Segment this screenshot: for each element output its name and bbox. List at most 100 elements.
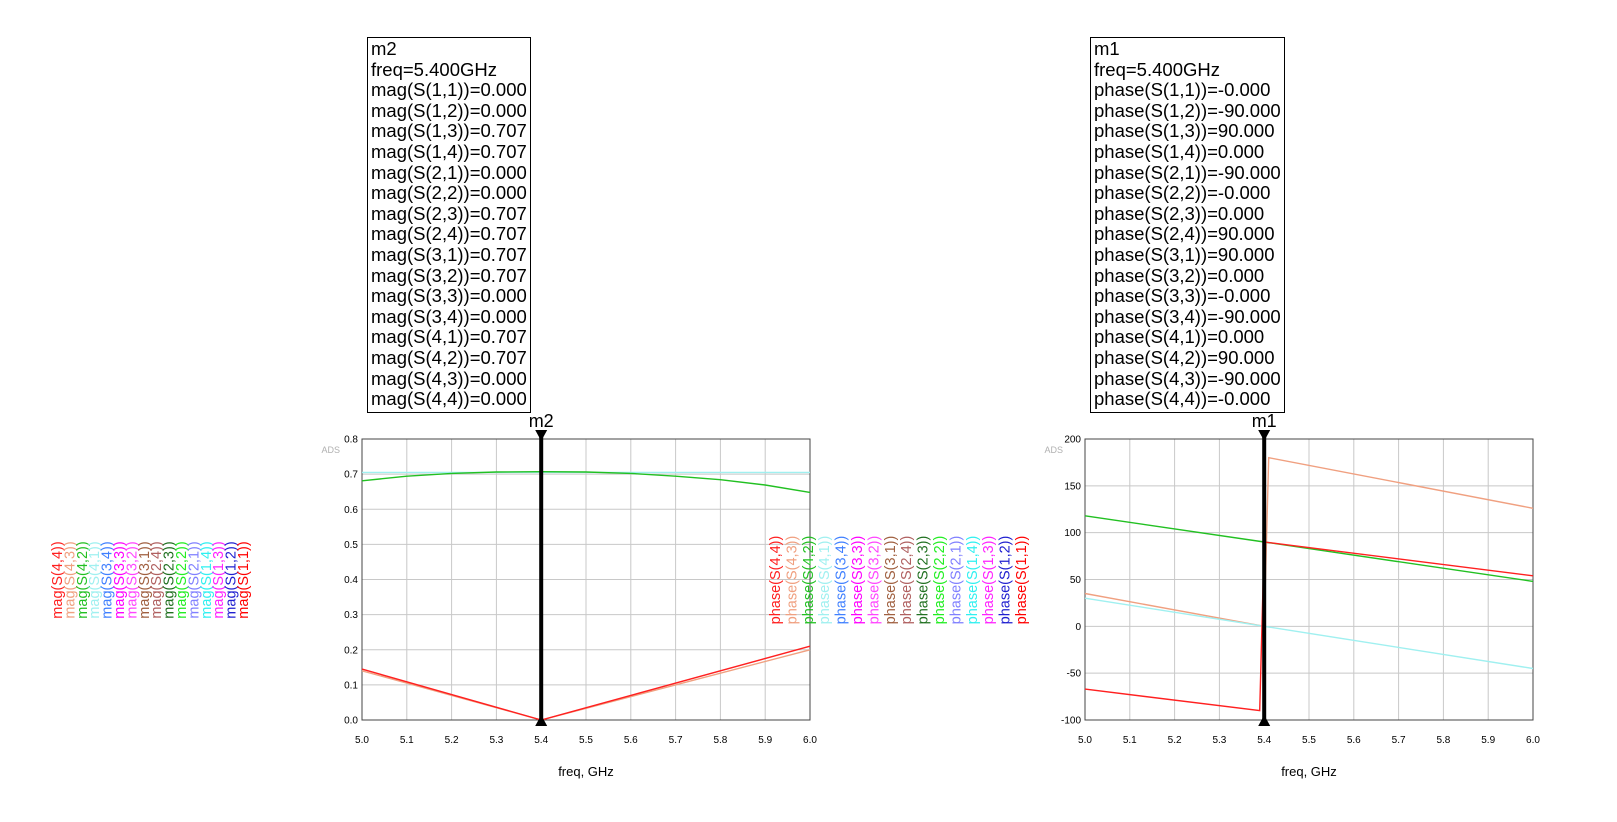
legend-entry: mag(S(2,3)) — [162, 541, 178, 618]
x-tick-label: 5.7 — [669, 735, 683, 746]
marker-value-line: phase(S(2,4))=90.000 — [1094, 223, 1275, 245]
marker-value-line: mag(S(1,3))=0.707 — [371, 120, 527, 142]
y-tick-label: 0.1 — [344, 680, 358, 691]
y-tick-label: 0 — [1075, 622, 1081, 633]
y-tick-label: 0.2 — [344, 645, 358, 656]
y-tick-label: -50 — [1067, 669, 1082, 680]
legend-entry: phase(S(3,4)) — [834, 536, 850, 625]
marker-bottom-triangle — [1258, 715, 1271, 726]
legend-entry: mag(S(2,1)) — [186, 541, 202, 618]
marker-value-line: phase(S(3,4))=-90.000 — [1094, 305, 1281, 327]
x-tick-label: 5.5 — [1302, 735, 1316, 746]
y-tick-label: -100 — [1061, 716, 1081, 727]
legend-entry: phase(S(3,1)) — [883, 536, 899, 625]
legend-entry: mag(S(2,4)) — [149, 541, 165, 618]
marker-value-line: mag(S(2,3))=0.707 — [371, 202, 527, 224]
y-tick-label: 50 — [1070, 575, 1082, 586]
legend-entry: mag(S(3,1)) — [137, 541, 153, 618]
x-tick-label: 5.2 — [1168, 735, 1182, 746]
legend-entry: mag(S(3,3)) — [112, 541, 128, 618]
x-tick-label: 5.9 — [758, 735, 772, 746]
chart-m1: 5.0 5.1 5.2 5.3 5.4 5.5 5.6 5.7 5.8 5.9 6.0 -100 -50… — [768, 411, 1540, 779]
marker-value-line: mag(S(4,3))=0.000 — [371, 367, 527, 389]
marker-value-line: phase(S(2,2))=-0.000 — [1094, 182, 1271, 204]
x-tick-label: 5.8 — [713, 735, 727, 746]
marker-value-line: mag(S(3,3))=0.000 — [371, 285, 527, 307]
x-tick-label: 5.0 — [355, 735, 369, 746]
legend-entry: phase(S(2,2)) — [932, 536, 948, 625]
series-line — [1084, 541, 1534, 712]
marker-top-triangle — [535, 430, 548, 441]
marker-freq: freq=5.400GHz — [371, 58, 497, 80]
legend-entry: mag(S(4,3)) — [62, 541, 78, 618]
x-tick-label: 5.1 — [400, 735, 414, 746]
x-tick-label: 5.0 — [1078, 735, 1092, 746]
plot-border — [361, 438, 811, 721]
marker-freq: freq=5.400GHz — [1094, 58, 1220, 80]
legend-entry: phase(S(2,4)) — [899, 536, 915, 625]
legend-entry: mag(S(1,4)) — [199, 541, 215, 618]
x-tick-label: 5.5 — [579, 735, 593, 746]
marker-value-line: mag(S(4,2))=0.707 — [371, 346, 527, 368]
legend-entry: phase(S(4,3)) — [784, 536, 800, 625]
x-tick-label: 6.0 — [1526, 735, 1540, 746]
y-tick-label: 0.3 — [344, 610, 358, 621]
legend-entry: phase(S(4,4)) — [768, 536, 784, 625]
legend-entry: mag(S(1,3)) — [211, 541, 227, 618]
legend-entry: phase(S(1,4)) — [965, 536, 981, 625]
marker-value-line: mag(S(3,4))=0.000 — [371, 305, 527, 327]
legend-entry: phase(S(2,1)) — [948, 536, 964, 625]
x-tick-label: 5.4 — [534, 735, 548, 746]
y-tick-label: 0.4 — [344, 575, 358, 586]
y-tick-label: 100 — [1064, 528, 1081, 539]
legend-entry: mag(S(3,2)) — [124, 541, 140, 618]
legend-entry: phase(S(3,2)) — [866, 536, 882, 625]
y-tick-label: 0.8 — [344, 435, 358, 446]
x-tick-label: 5.6 — [1347, 735, 1361, 746]
marker-value-line: mag(S(2,4))=0.707 — [371, 223, 527, 245]
marker-value-line: mag(S(1,1))=0.000 — [371, 79, 527, 101]
legend-entry: mag(S(4,2)) — [75, 541, 91, 618]
legend-entry: mag(S(3,4)) — [100, 541, 116, 618]
marker-top-triangle — [1258, 430, 1271, 441]
marker-value-line: mag(S(2,2))=0.000 — [371, 182, 527, 204]
marker-value-line: phase(S(4,4))=-0.000 — [1094, 388, 1271, 410]
marker-value-line: phase(S(1,2))=-90.000 — [1094, 99, 1281, 121]
marker-value-line: phase(S(2,3))=0.000 — [1094, 202, 1265, 224]
marker-value-line: phase(S(2,1))=-90.000 — [1094, 161, 1281, 183]
legend-entry: phase(S(1,3)) — [981, 536, 997, 625]
legend-entry: phase(S(4,2)) — [801, 536, 817, 625]
y-tick-label: 0.7 — [344, 470, 358, 481]
x-tick-label: 5.2 — [445, 735, 459, 746]
marker-label: m1 — [1252, 411, 1277, 431]
marker-box-m1[interactable]: m1 freq=5.400GHz phase(S(1,1))=-0.000 pha… — [1090, 37, 1285, 413]
legend-entry: mag(S(2,2)) — [174, 541, 190, 618]
marker-name: m1 — [1094, 38, 1120, 59]
marker-value-line: mag(S(4,1))=0.707 — [371, 326, 527, 348]
y-tick-label: 200 — [1064, 435, 1081, 446]
legend-entry: phase(S(3,3)) — [850, 536, 866, 625]
marker-box-m2[interactable]: m2 freq=5.400GHz mag(S(1,1))=0.000 mag(S(… — [367, 37, 531, 413]
x-tick-label: 6.0 — [803, 735, 817, 746]
marker-value-line: mag(S(4,4))=0.000 — [371, 388, 527, 410]
y-tick-label: 0.5 — [344, 540, 358, 551]
marker-value-line: phase(S(3,2))=0.000 — [1094, 264, 1265, 286]
marker-value-line: phase(S(4,1))=0.000 — [1094, 326, 1265, 348]
legend-entry: phase(S(2,3)) — [916, 536, 932, 625]
marker-value-line: phase(S(3,3))=-0.000 — [1094, 285, 1271, 307]
marker-values: mag(S(1,1))=0.000 mag(S(1,2))=0.000 mag(S(… — [371, 80, 527, 410]
plot-border — [1084, 438, 1534, 721]
legend-entry: phase(S(1,1)) — [1014, 536, 1030, 625]
marker-value-line: phase(S(4,3))=-90.000 — [1094, 367, 1281, 389]
y-tick-label: 150 — [1064, 481, 1081, 492]
x-tick-label: 5.4 — [1257, 735, 1271, 746]
watermark: ADS — [321, 445, 340, 455]
marker-value-line: mag(S(3,1))=0.707 — [371, 243, 527, 265]
watermark: ADS — [1044, 445, 1063, 455]
marker-label: m2 — [529, 411, 554, 431]
marker-value-line: phase(S(1,4))=0.000 — [1094, 140, 1265, 162]
marker-value-line: mag(S(1,2))=0.000 — [371, 99, 527, 121]
marker-value-line: mag(S(3,2))=0.707 — [371, 264, 527, 286]
marker-values: phase(S(1,1))=-0.000 phase(S(1,2))=-90.00… — [1094, 80, 1281, 410]
